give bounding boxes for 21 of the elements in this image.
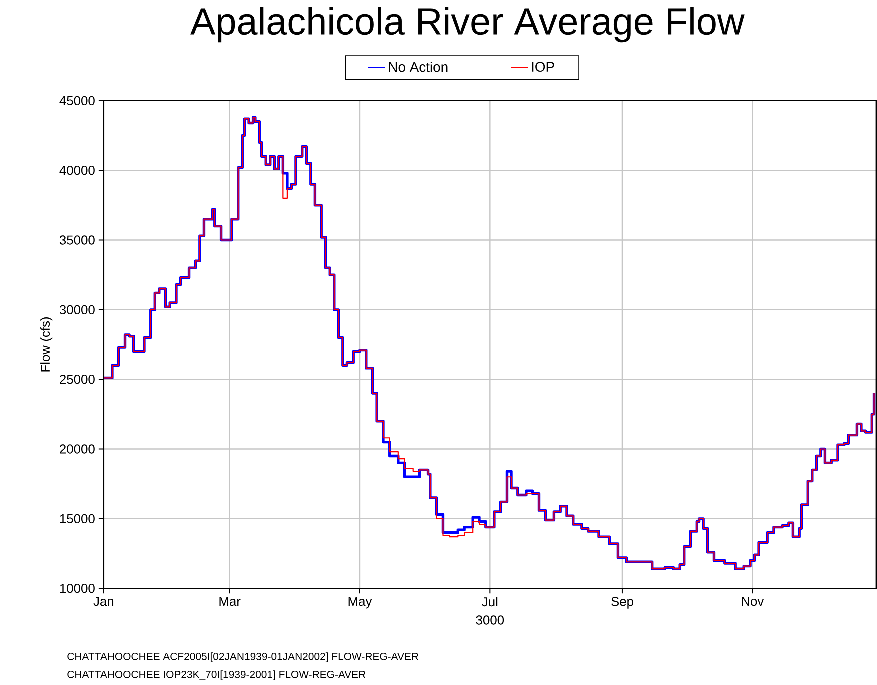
y-tick-label: 30000 [60,306,95,315]
y-tick-label: 25000 [60,375,95,384]
text: CHATTAHOOCHEE IOP23K_70I[1939-2001] FLOW-REG-AVER [68,670,366,681]
text: CHATTAHOOCHEE ACF2005I[02JAN1939-01JAN2002] FLOW-REG-AVER [68,652,418,663]
y-tick-label: 40000 [60,166,95,176]
x-tick-label: Jul [482,597,498,607]
chart-title: Apalachicola River Average Flow [190,8,745,43]
y-axis-title: Flow (cfs) [40,318,53,372]
x-tick-label: Nov [742,597,764,606]
y-tick-label: 35000 [60,236,95,246]
x-tick-label: Jan [94,597,114,606]
x-tick-label: Mar [220,597,241,606]
x-tick-label: May [348,597,372,609]
y-tick-label: 15000 [60,514,95,524]
y-tick-label: 45000 [60,96,95,106]
legend-label: IOP [532,62,554,72]
y-tick-label: 10000 [60,584,95,594]
legend-label: No Action [389,62,448,72]
y-tick-label: 20000 [60,444,95,454]
x-tick-label: Sep [612,597,634,610]
x-axis-title: 3000 [476,616,504,626]
